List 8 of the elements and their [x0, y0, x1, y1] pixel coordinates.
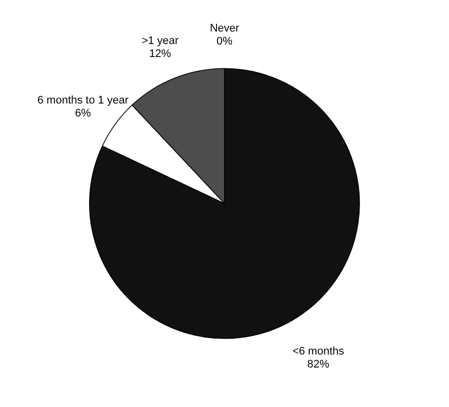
data-label: 82% [307, 358, 330, 370]
slice-label: 6 months to 1 year [37, 94, 129, 107]
data-label: 12% [149, 48, 172, 60]
data-label: 6% [74, 108, 92, 120]
category-label: Never [210, 22, 240, 34]
slice-label: >1 year [142, 34, 179, 47]
slice-label: <6 months [292, 345, 345, 358]
text: 0% [216, 36, 232, 48]
